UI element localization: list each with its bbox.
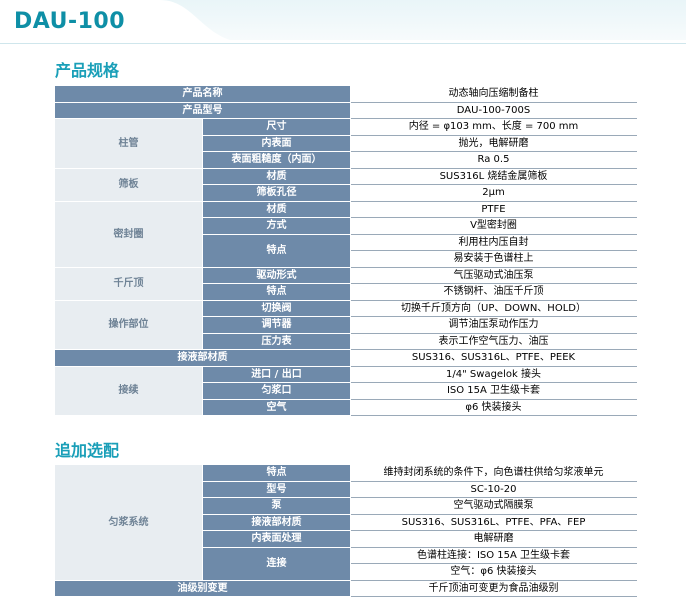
row-value: 利用柱内压自封	[350, 233, 637, 251]
row-value: 切换千斤顶方向（UP、DOWN、HOLD）	[350, 299, 637, 317]
row-value: 空气：φ6 快装接头	[350, 563, 637, 581]
table-row: 调节器 调节油压泵动作压力	[55, 316, 637, 334]
row-label: 材质	[202, 200, 351, 218]
table-row: 密封圈 材质 PTFE	[54, 200, 637, 268]
table-row: 方式 V型密封圈	[55, 217, 637, 235]
row-label: 调节器	[202, 316, 351, 334]
row-value: 动态轴向压缩制备柱	[350, 85, 637, 103]
table-row: 接液部材质 SUS316、SUS316L、PTFE、PFA、FEP	[55, 513, 637, 531]
table-row: 接液部材质 SUS316、SUS316L、PTFE、PEEK	[54, 349, 637, 367]
table-row: 内表面处理 电解研磨	[55, 530, 637, 548]
table-row: 空气 φ6 快装接头	[55, 398, 637, 416]
row-label: 特点	[202, 283, 351, 301]
header-decoration	[0, 0, 686, 44]
row-label: 表面粗糙度（内面）	[202, 151, 351, 169]
row-value: 抛光，电解研磨	[350, 134, 637, 152]
row-value: PTFE	[350, 200, 637, 218]
row-label: 内表面处理	[202, 530, 351, 548]
row-value: 2μm	[350, 184, 637, 202]
row-value: 维持封闭系统的条件下，向色谱柱供给匀浆液单元	[350, 464, 637, 482]
row-value: 内径 = φ103 mm、长度 = 700 mm	[350, 118, 637, 136]
row-value: 易安装于色谱柱上	[350, 250, 637, 268]
table-row: 筛板孔径 2μm	[55, 184, 637, 202]
row-label: 产品名称	[54, 85, 351, 103]
row-value: ISO 15A 卫生级卡套	[350, 382, 637, 400]
row-label: 产品型号	[54, 101, 351, 119]
table-row: 特点 利用柱内压自封	[55, 233, 637, 268]
table-row: 操作部位 切换阀 切换千斤顶方向（UP、DOWN、HOLD）	[54, 299, 637, 350]
row-label: 油级别变更	[54, 579, 351, 597]
spec-table: 产品名称 动态轴向压缩制备柱 产品型号 DAU-100-700S 柱管 尺寸 内径 = φ1…	[54, 85, 637, 416]
table-row: 接续 进口 / 出口 1/4" Swagelok 接头	[54, 365, 637, 416]
row-label: 接液部材质	[202, 513, 351, 531]
table-row: 千斤顶 驱动形式 气压驱动式油压泵	[54, 266, 637, 301]
options-heading: 追加选配	[55, 441, 120, 460]
row-value: Ra 0.5	[350, 151, 637, 169]
table-row: 型号 SC-10-20	[55, 480, 637, 498]
table-row: 压力表 表示工作空气压力、油压	[55, 332, 637, 350]
row-value: SUS316、SUS316L、PTFE、PFA、FEP	[350, 513, 637, 531]
row-group-label: 密封圈	[54, 200, 203, 268]
row-value: SC-10-20	[350, 480, 637, 498]
row-value: V型密封圈	[350, 217, 637, 235]
table-row: 匀浆系统 特点 维持封闭系统的条件下，向色谱柱供给匀浆液单元	[54, 464, 637, 581]
table-row: 筛板 材质 SUS316L 烧结金属筛板	[54, 167, 637, 202]
row-label: 切换阀	[202, 299, 351, 317]
row-label: 进口 / 出口	[202, 365, 351, 383]
table-row: 油级别变更 千斤顶油可变更为食品油级别	[54, 579, 637, 597]
row-label: 连接	[202, 546, 351, 581]
row-value: 调节油压泵动作压力	[350, 316, 637, 334]
row-group-label: 匀浆系统	[54, 464, 203, 581]
row-label: 材质	[202, 167, 351, 185]
table-row: 柱管 尺寸 内径 = φ103 mm、长度 = 700 mm	[54, 118, 637, 169]
row-value: 1/4" Swagelok 接头	[350, 365, 637, 383]
row-label: 压力表	[202, 332, 351, 350]
row-label: 泵	[202, 497, 351, 515]
page-title: DAU-100	[14, 9, 126, 34]
row-value: 色谱柱连接：ISO 15A 卫生级卡套	[350, 546, 637, 564]
row-group-label: 接续	[54, 365, 203, 416]
row-value: SUS316、SUS316L、PTFE、PEEK	[350, 349, 637, 367]
row-value: φ6 快装接头	[350, 398, 637, 416]
row-value: 千斤顶油可变更为食品油级别	[350, 579, 637, 597]
row-value: 空气驱动式隔膜泵	[350, 497, 637, 515]
row-label: 内表面	[202, 134, 351, 152]
row-group-label: 操作部位	[54, 299, 203, 350]
options-table: 匀浆系统 特点 维持封闭系统的条件下，向色谱柱供给匀浆液单元 型号 SC-10-20 泵空…	[54, 464, 637, 597]
row-value: SUS316L 烧结金属筛板	[350, 167, 637, 185]
row-label: 驱动形式	[202, 266, 351, 284]
row-label: 空气	[202, 398, 351, 416]
row-group-label: 筛板	[54, 167, 203, 202]
row-label: 特点	[202, 464, 351, 482]
row-label: 尺寸	[202, 118, 351, 136]
row-label: 筛板孔径	[202, 184, 351, 202]
row-value: 表示工作空气压力、油压	[350, 332, 637, 350]
row-label: 特点	[202, 233, 351, 268]
row-label: 型号	[202, 480, 351, 498]
table-row: 匀浆口 ISO 15A 卫生级卡套	[55, 382, 637, 400]
spec-heading: 产品规格	[55, 61, 120, 80]
table-row: 产品型号 DAU-100-700S	[54, 101, 637, 119]
row-value: DAU-100-700S	[350, 101, 637, 119]
row-value: 不锈钢杆、油压千斤顶	[350, 283, 637, 301]
table-row: 连接 色谱柱连接：ISO 15A 卫生级卡套	[55, 546, 637, 581]
row-value: 电解研磨	[350, 530, 637, 548]
row-label: 接液部材质	[54, 349, 351, 367]
header-band	[0, 0, 686, 44]
table-row: 泵空气驱动式隔膜泵	[55, 497, 637, 515]
row-label: 方式	[202, 217, 351, 235]
row-label: 匀浆口	[202, 382, 351, 400]
row-group-label: 千斤顶	[54, 266, 203, 301]
table-row: 产品名称 动态轴向压缩制备柱	[54, 85, 637, 103]
row-group-label: 柱管	[54, 118, 203, 169]
row-value: 气压驱动式油压泵	[350, 266, 637, 284]
table-row: 空气：φ6 快装接头	[55, 563, 637, 581]
